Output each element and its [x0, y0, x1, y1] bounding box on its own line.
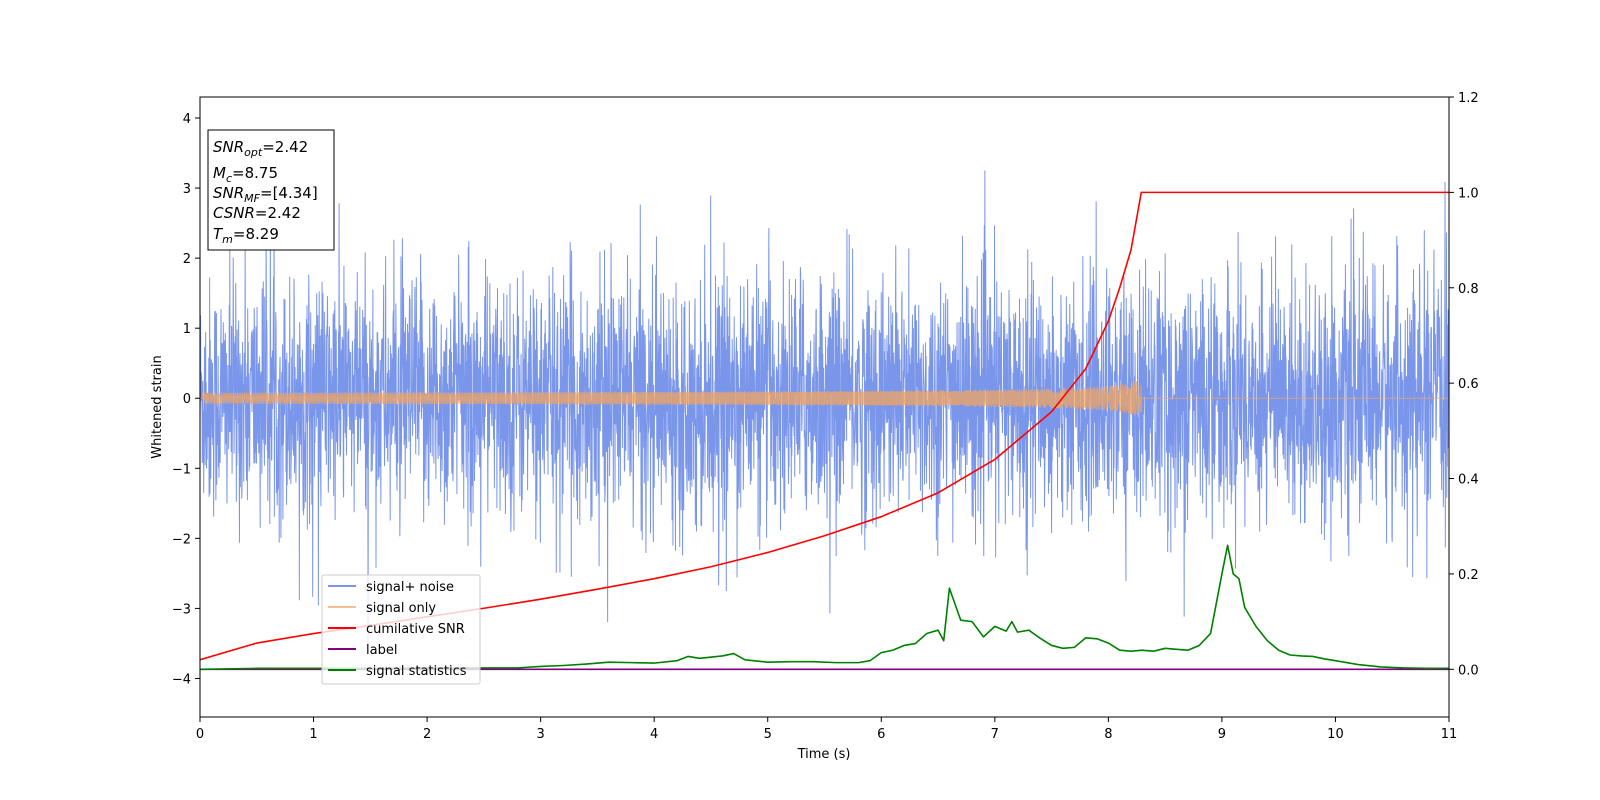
y-axis-left: −4 −3 −2 −1 0 1 2 3 4	[172, 112, 200, 687]
x-tick-label-1: 1	[309, 727, 317, 742]
legend: signal+ noise signal only cumilative SNR…	[321, 574, 481, 685]
x-tick-label-0: 0	[196, 727, 204, 742]
y-right-tick-label-2: 0.4	[1458, 473, 1479, 488]
info-box: SNRopt=2.42 Mc=8.75 SNRMF=[4.34] CSNR=2.…	[207, 129, 335, 251]
y-axis-right: 0.0 0.2 0.4 0.6 0.8 1.0 1.2	[1449, 91, 1479, 678]
y-left-tick-label-3: −1	[172, 462, 191, 477]
y-left-tick-label-0: −4	[172, 672, 191, 687]
info-mc: Mc=8.75	[213, 164, 278, 185]
y-left-tick-label-2: −2	[172, 532, 191, 547]
x-tick-label-9: 9	[1218, 727, 1226, 742]
x-tick-label-10: 10	[1327, 727, 1344, 742]
legend-label-signal-statistics: signal statistics	[366, 664, 467, 679]
y-right-tick-label-1: 0.2	[1458, 568, 1479, 583]
legend-label-signal-only: signal only	[366, 601, 436, 616]
y-left-tick-label-1: −3	[172, 602, 191, 617]
info-snr-opt: SNRopt=2.42	[213, 138, 308, 159]
y-axis-label: Whitened strain	[150, 355, 165, 458]
info-tm: Tm=8.29	[213, 225, 279, 246]
y-right-tick-label-0: 0.0	[1458, 663, 1479, 678]
info-csnr: CSNR=2.42	[213, 204, 301, 222]
x-tick-label-6: 6	[877, 727, 885, 742]
x-tick-label-4: 4	[650, 727, 658, 742]
series-signal-only	[200, 380, 1449, 416]
x-tick-label-8: 8	[1104, 727, 1112, 742]
y-right-tick-label-4: 0.8	[1458, 282, 1479, 297]
info-snr-mf: SNRMF=[4.34]	[213, 184, 318, 205]
y-right-tick-label-6: 1.2	[1458, 91, 1479, 106]
x-tick-label-11: 11	[1441, 727, 1458, 742]
x-tick-label-7: 7	[991, 727, 999, 742]
y-left-tick-label-7: 3	[183, 182, 191, 197]
series-signal-statistics	[200, 544, 1449, 671]
y-left-tick-label-6: 2	[183, 252, 191, 267]
y-right-tick-label-5: 1.0	[1458, 186, 1479, 201]
legend-label-label: label	[366, 643, 397, 658]
signal-only-layer	[200, 380, 1449, 416]
x-axis-label: Time (s)	[797, 747, 851, 762]
x-tick-label-3: 3	[536, 727, 544, 742]
x-axis: 0 1 2 3 4 5 6 7 8 9 10 11	[196, 717, 1457, 742]
series-signal-noise	[200, 170, 1449, 655]
plot-frame	[199, 96, 1450, 718]
signal-noise-layer	[200, 170, 1449, 655]
legend-label-signal-noise: signal+ noise	[366, 580, 454, 595]
y-right-tick-label-3: 0.6	[1458, 377, 1479, 392]
x-tick-label-5: 5	[764, 727, 772, 742]
y-left-tick-label-8: 4	[183, 112, 191, 127]
y-left-tick-label-4: 0	[183, 392, 191, 407]
y-left-tick-label-5: 1	[183, 322, 191, 337]
legend-label-cumulative-snr: cumilative SNR	[366, 622, 465, 637]
x-tick-label-2: 2	[423, 727, 431, 742]
